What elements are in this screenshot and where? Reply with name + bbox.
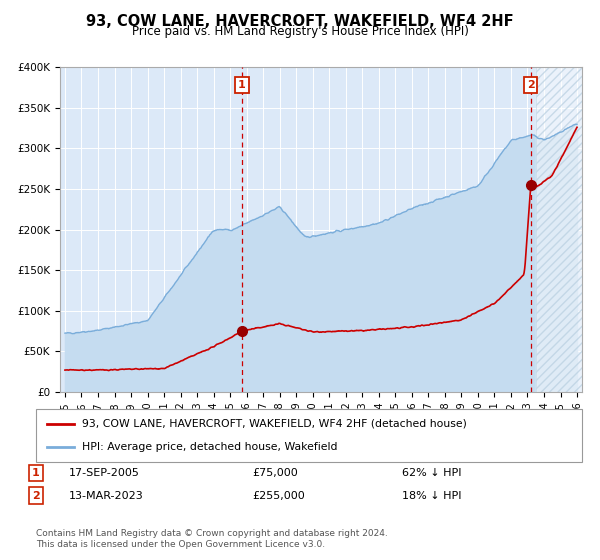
- Text: 1: 1: [32, 468, 40, 478]
- Text: 93, COW LANE, HAVERCROFT, WAKEFIELD, WF4 2HF (detached house): 93, COW LANE, HAVERCROFT, WAKEFIELD, WF4…: [82, 419, 467, 429]
- Text: £75,000: £75,000: [252, 468, 298, 478]
- Bar: [536, 67, 582, 392]
- Text: Price paid vs. HM Land Registry's House Price Index (HPI): Price paid vs. HM Land Registry's House …: [131, 25, 469, 38]
- Text: 2: 2: [527, 80, 535, 90]
- Bar: [536, 67, 582, 392]
- FancyBboxPatch shape: [36, 409, 582, 462]
- Text: 18% ↓ HPI: 18% ↓ HPI: [402, 491, 461, 501]
- Text: 2: 2: [32, 491, 40, 501]
- Text: Contains HM Land Registry data © Crown copyright and database right 2024.
This d: Contains HM Land Registry data © Crown c…: [36, 529, 388, 549]
- Text: 93, COW LANE, HAVERCROFT, WAKEFIELD, WF4 2HF: 93, COW LANE, HAVERCROFT, WAKEFIELD, WF4…: [86, 14, 514, 29]
- Text: £255,000: £255,000: [252, 491, 305, 501]
- Text: 13-MAR-2023: 13-MAR-2023: [69, 491, 144, 501]
- Text: 1: 1: [238, 80, 246, 90]
- Text: HPI: Average price, detached house, Wakefield: HPI: Average price, detached house, Wake…: [82, 442, 338, 452]
- Text: 62% ↓ HPI: 62% ↓ HPI: [402, 468, 461, 478]
- Text: 17-SEP-2005: 17-SEP-2005: [69, 468, 140, 478]
